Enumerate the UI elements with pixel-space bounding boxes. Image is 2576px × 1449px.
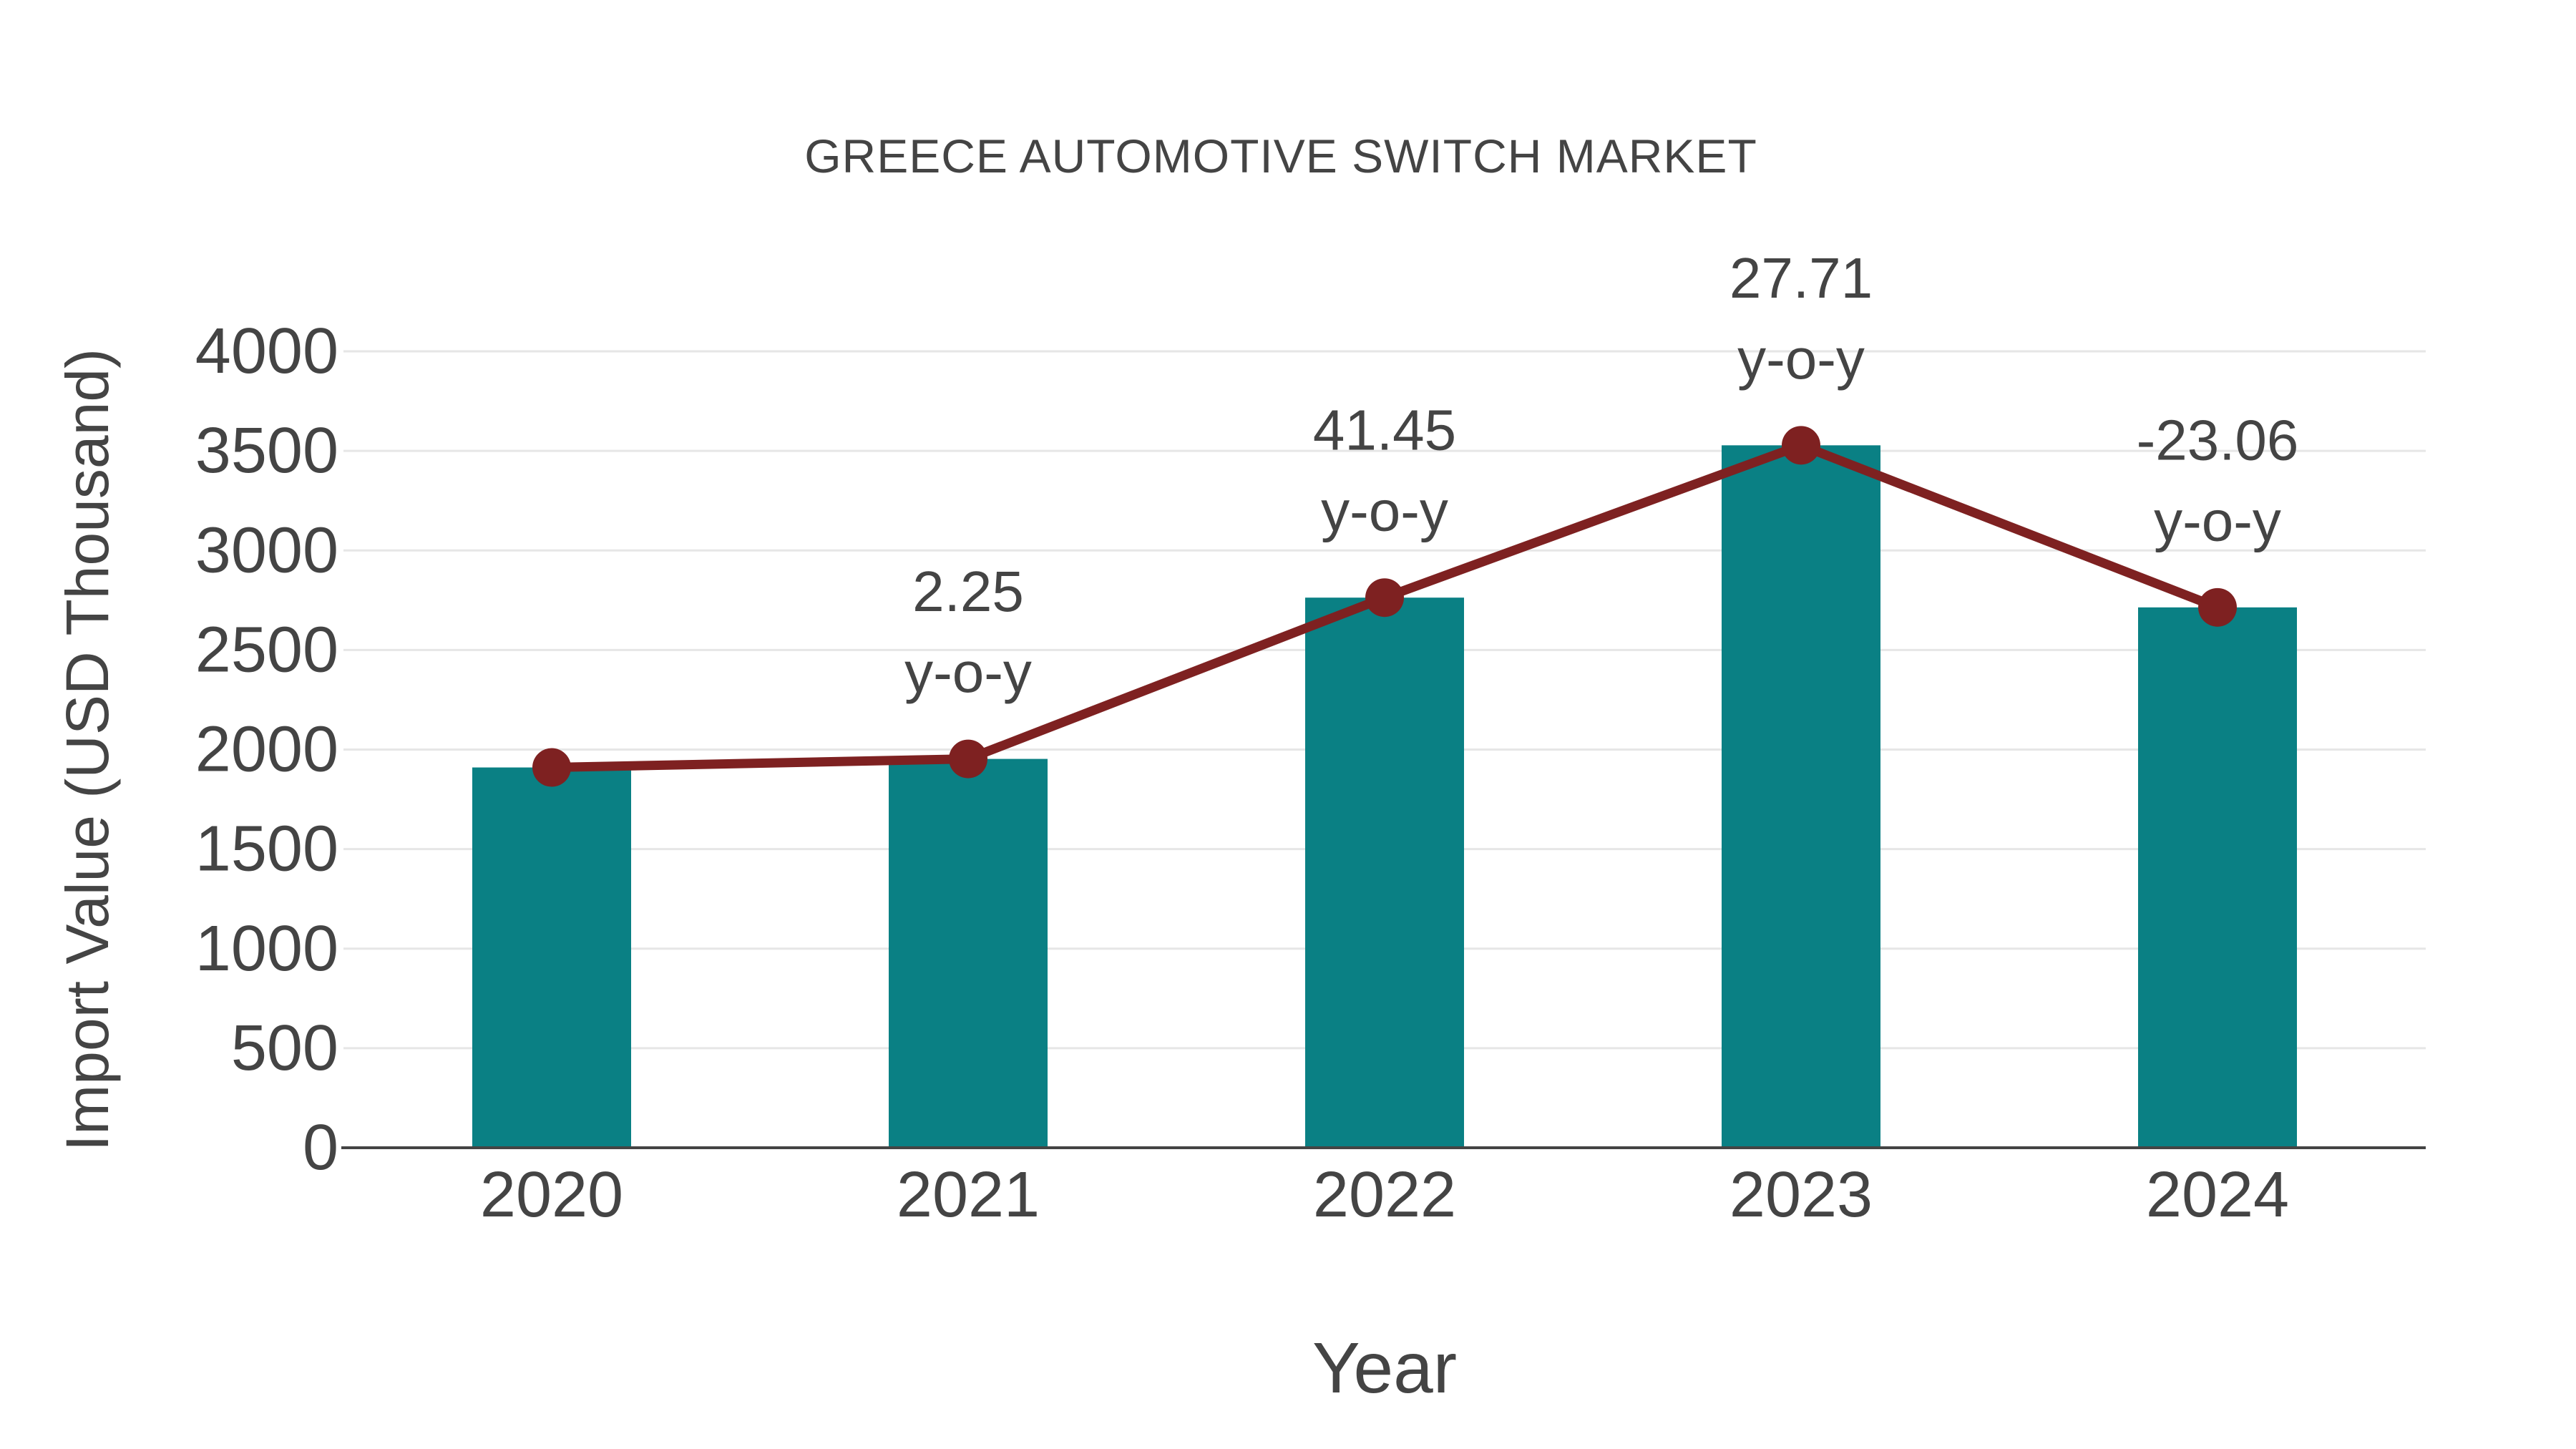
y-tick-label-500: 500 <box>231 1013 338 1084</box>
line-marker-2021 <box>949 739 987 779</box>
chart-title: GREECE AUTOMOTIVE SWITCH MARKET <box>804 130 1757 182</box>
bar-2023 <box>1722 445 1880 1148</box>
x-tick-labels-group: 2020 2021 2022 2023 2024 <box>480 1159 2289 1231</box>
y-tick-label-2500: 2500 <box>195 614 338 686</box>
bar-2022 <box>1305 597 1464 1148</box>
y-tick-label-1000: 1000 <box>195 913 338 985</box>
yoy-value-2021: 2.25 <box>912 560 1024 623</box>
yoy-value-2023: 27.71 <box>1729 246 1873 310</box>
y-tick-labels-group: 0 500 1000 1500 2000 2500 3000 3500 4000 <box>195 316 338 1184</box>
yoy-sublabel-2024: y-o-y <box>2154 489 2281 552</box>
yoy-annotations-group: 2.25 y-o-y 41.45 y-o-y 27.71 y-o-y -23.06 y-o-y <box>904 246 2298 704</box>
bar-2024 <box>2138 607 2297 1148</box>
y-tick-label-2000: 2000 <box>195 714 338 786</box>
y-tick-label-0: 0 <box>303 1112 338 1184</box>
yoy-sublabel-2022: y-o-y <box>1321 479 1448 543</box>
line-marker-2020 <box>532 748 571 787</box>
line-series-group <box>532 426 2237 787</box>
x-tick-label-2022: 2022 <box>1313 1159 1456 1231</box>
line-marker-2024 <box>2198 587 2237 627</box>
y-tick-label-1500: 1500 <box>195 814 338 885</box>
yoy-value-2024: -23.06 <box>2137 408 2299 472</box>
x-tick-label-2020: 2020 <box>480 1159 623 1231</box>
bars-group <box>472 445 2297 1148</box>
y-tick-label-4000: 4000 <box>195 316 338 387</box>
yoy-sublabel-2023: y-o-y <box>1737 327 1865 391</box>
x-tick-label-2021: 2021 <box>897 1159 1040 1231</box>
bar-2020 <box>472 767 631 1148</box>
y-tick-label-3000: 3000 <box>195 514 338 586</box>
line-marker-2023 <box>1782 426 1820 465</box>
bar-2021 <box>889 758 1048 1148</box>
x-tick-label-2024: 2024 <box>2146 1159 2289 1231</box>
y-axis-title: Import Value (USD Thousand) <box>54 348 121 1151</box>
yoy-value-2022: 41.45 <box>1313 399 1456 462</box>
x-axis-title: Year <box>1312 1328 1457 1408</box>
yoy-sublabel-2021: y-o-y <box>904 640 1032 704</box>
y-tick-label-3500: 3500 <box>195 415 338 487</box>
line-marker-2022 <box>1365 578 1404 618</box>
x-tick-label-2023: 2023 <box>1729 1159 1873 1231</box>
